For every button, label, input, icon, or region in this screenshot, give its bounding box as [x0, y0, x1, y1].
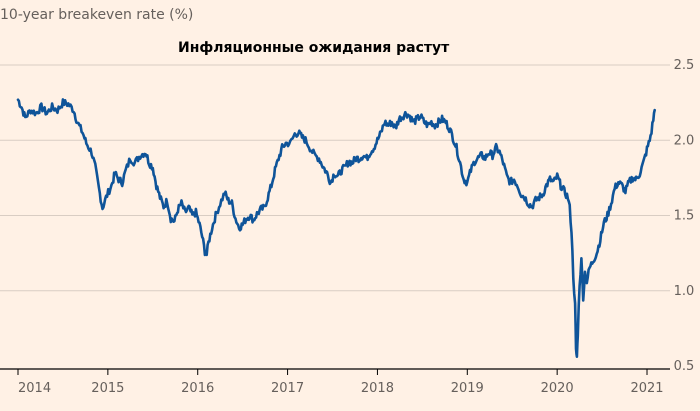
x-axis: 2014 2015 2016 2017 2018 2019 2020 2021 [0, 368, 670, 396]
y-tick-label-2.5: 2.5 [674, 58, 695, 73]
x-tick-label-2015: 2015 [91, 381, 124, 396]
x-tick-label-2016: 2016 [181, 381, 214, 396]
y-tick-label-0.5: 0.5 [674, 359, 695, 374]
x-tick-label-2019: 2019 [451, 381, 484, 396]
y-tick-label-1.5: 1.5 [674, 209, 695, 224]
chart-title: Инфляционные ожидания растут [178, 40, 450, 56]
y-axis-label: 10-year breakeven rate (%) [0, 7, 194, 23]
x-tick-label-2017: 2017 [271, 381, 304, 396]
gridlines [0, 64, 670, 292]
x-tick-label-2020: 2020 [541, 381, 574, 396]
x-tick-label-2018: 2018 [361, 381, 394, 396]
y-tick-label-2.0: 2.0 [674, 133, 695, 148]
y-tick-labels: 0.5 1.0 1.5 2.0 2.5 [674, 58, 695, 374]
series-line-breakeven-rate [16, 98, 656, 358]
x-tick-label-2014: 2014 [18, 381, 51, 396]
y-tick-label-1.0: 1.0 [674, 284, 695, 299]
x-tick-label-2021: 2021 [630, 381, 663, 396]
